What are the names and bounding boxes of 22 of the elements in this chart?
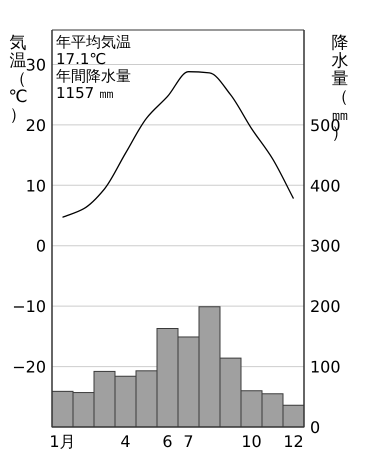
x-tick-label: 1月 <box>49 432 76 450</box>
annotation: 年間降水量 <box>56 67 131 85</box>
y-tick-label: 30 <box>26 55 46 74</box>
x-tick-label: 4 <box>120 432 131 450</box>
y-tick-label: 20 <box>26 116 46 135</box>
y2-tick-label: 300 <box>310 236 341 256</box>
x-tick-label: 12 <box>283 432 304 450</box>
x-tick-label: 7 <box>183 432 194 450</box>
annotation: 年平均気温 <box>56 33 131 51</box>
y-tick-label: 10 <box>26 176 46 196</box>
y2-tick-label: 400 <box>310 176 341 196</box>
y2-tick-label: 100 <box>310 358 341 377</box>
y-tick-label: 0 <box>36 236 46 256</box>
annotation: 17.1℃ <box>56 50 106 68</box>
annotation: 1157 ㎜ <box>56 84 114 102</box>
y2-tick-label: 0 <box>310 418 320 437</box>
y2-tick-label: 200 <box>310 297 341 316</box>
x-tick-label: 6 <box>162 432 173 450</box>
y-tick-label: −10 <box>12 297 46 316</box>
y-axis-title: 気温（℃） <box>8 33 28 125</box>
x-tick-label: 10 <box>241 432 262 450</box>
y-tick-label: −20 <box>12 358 46 377</box>
